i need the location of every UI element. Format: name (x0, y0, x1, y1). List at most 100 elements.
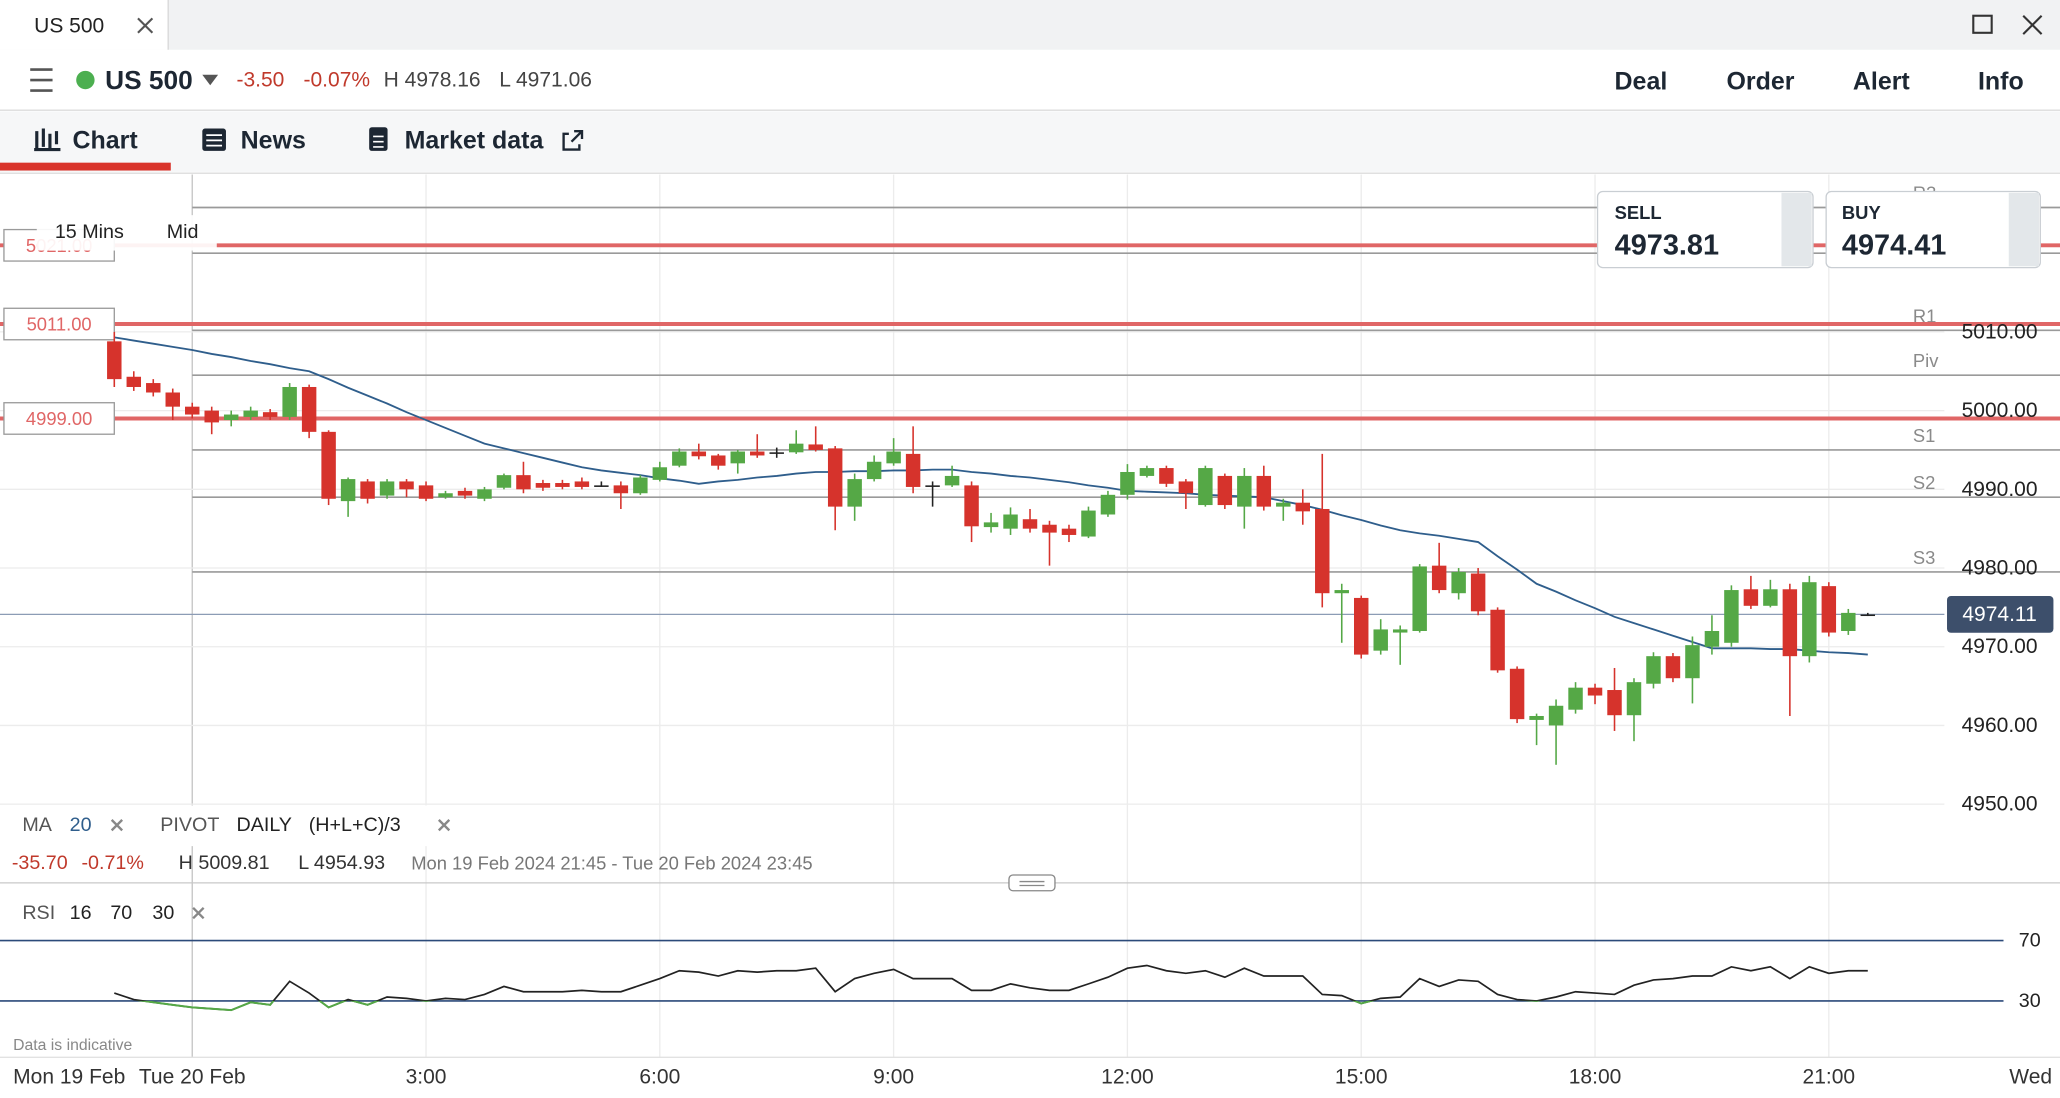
instrument-name[interactable]: US 500 (105, 65, 193, 95)
info-button[interactable]: Info (1978, 67, 2024, 95)
candle-body (613, 485, 629, 494)
candle-body (1704, 630, 1720, 647)
rsi-tick-label: 30 (2019, 990, 2041, 1012)
buy-label: BUY (1842, 202, 1881, 223)
chart-icon (34, 128, 61, 152)
candle-body (905, 453, 921, 487)
news-tab[interactable]: News (241, 126, 306, 154)
candle-body (1860, 614, 1876, 617)
candle-body (165, 392, 180, 407)
maximize-button[interactable] (1972, 14, 1993, 34)
tab-bar (0, 0, 2060, 50)
sell-price: 4973.81 (1615, 229, 1719, 261)
candle-body (730, 451, 745, 464)
close-button[interactable] (2022, 14, 2043, 35)
last-price-label: 4974.11 (1962, 603, 2036, 626)
candle-body (126, 376, 142, 387)
chart-tab[interactable]: Chart (73, 126, 138, 154)
resize-handle[interactable] (1008, 874, 1056, 892)
ma-remove[interactable] (110, 819, 124, 832)
candle-body (360, 481, 375, 499)
period-low: L 4954.93 (298, 852, 385, 874)
order-button[interactable]: Order (1726, 67, 1794, 95)
period-range: Mon 19 Feb 2024 21:45 - Tue 20 Feb 2024 … (411, 853, 812, 874)
candle-body (925, 485, 940, 487)
candle-body (1607, 690, 1622, 716)
candle-body (1841, 612, 1856, 631)
candle-body (827, 448, 843, 507)
active-tab-indicator (0, 162, 171, 171)
candle-body (866, 461, 882, 480)
candle-body (769, 452, 784, 454)
instrument-dropdown[interactable] (202, 74, 219, 86)
change: -3.50 (236, 69, 284, 92)
candle-body (1509, 668, 1525, 720)
rsi-line-oversold (136, 1000, 1542, 1012)
interval-button[interactable]: 15 Mins (55, 221, 124, 243)
candle-body (847, 479, 862, 507)
day-low: L 4971.06 (499, 69, 592, 92)
candle-body (1412, 566, 1427, 631)
pivot-remove[interactable] (437, 819, 451, 832)
candle-body (418, 485, 434, 499)
rsi-period: 16 (70, 902, 92, 924)
candle-body (1782, 589, 1798, 657)
news-icon-lines (206, 134, 223, 147)
candle-body (340, 479, 356, 502)
sell-label: SELL (1615, 202, 1662, 223)
market-status (76, 70, 95, 90)
candle-body (1022, 519, 1038, 529)
candle-body (1120, 471, 1135, 495)
rsi-lower: 30 (152, 902, 174, 924)
ma-line (114, 336, 1868, 656)
x-tick-label: 9:00 (873, 1066, 914, 1089)
x-date-right: Wed (2009, 1066, 2052, 1089)
candle-body (1373, 629, 1388, 651)
candle-body (1763, 589, 1778, 606)
buy-price: 4974.41 (1842, 229, 1946, 261)
candle-body (652, 467, 668, 480)
pivot-formula: (H+L+C)/3 (309, 814, 401, 836)
sell-button[interactable] (1596, 190, 1814, 269)
alert-button[interactable]: Alert (1853, 67, 1910, 95)
candle-body (321, 431, 336, 499)
candle-body (633, 477, 648, 494)
window-tab[interactable] (0, 0, 169, 50)
candle-body (1490, 609, 1505, 671)
candle-body (185, 406, 200, 415)
y-tick-label: 4960.00 (1962, 714, 2038, 737)
data-note: Data is indicative (13, 1037, 132, 1054)
candle-body (750, 451, 765, 456)
x-tick-label: 3:00 (406, 1066, 447, 1089)
grid-layer (0, 174, 1945, 1058)
price-type-button[interactable]: Mid (167, 221, 199, 243)
x-tick-label: Tue 20 Feb (139, 1066, 246, 1089)
candle-body (574, 481, 590, 487)
candle-body (1198, 468, 1213, 506)
legend-bg (0, 805, 471, 847)
x-tick-label: 6:00 (639, 1066, 680, 1089)
candle-body (594, 485, 609, 487)
x-axis: Tue 20 Feb 3:00 6:00 9:00 12:00 15:00 18:00 21:… (134, 320, 2054, 1092)
tab-close[interactable] (137, 17, 154, 34)
candle-body (1568, 687, 1583, 710)
candle-body (301, 386, 317, 432)
menu-button[interactable] (30, 68, 53, 92)
rsi-line (114, 964, 1868, 1011)
candle-body (1451, 571, 1466, 594)
candle-body (399, 481, 414, 490)
candle-body (243, 410, 258, 417)
candle-body (1354, 597, 1369, 655)
buy-button[interactable] (1825, 190, 2041, 269)
candle-body (788, 443, 804, 453)
deal-button[interactable]: Deal (1615, 67, 1668, 95)
ma-legend: MA (22, 814, 52, 836)
market-data-tab[interactable]: Market data (405, 126, 545, 154)
pivot-label: R1 (1913, 305, 1937, 326)
level-label: 5011.00 (27, 314, 92, 335)
rsi-remove[interactable] (192, 906, 205, 920)
candle-body (1685, 645, 1700, 679)
